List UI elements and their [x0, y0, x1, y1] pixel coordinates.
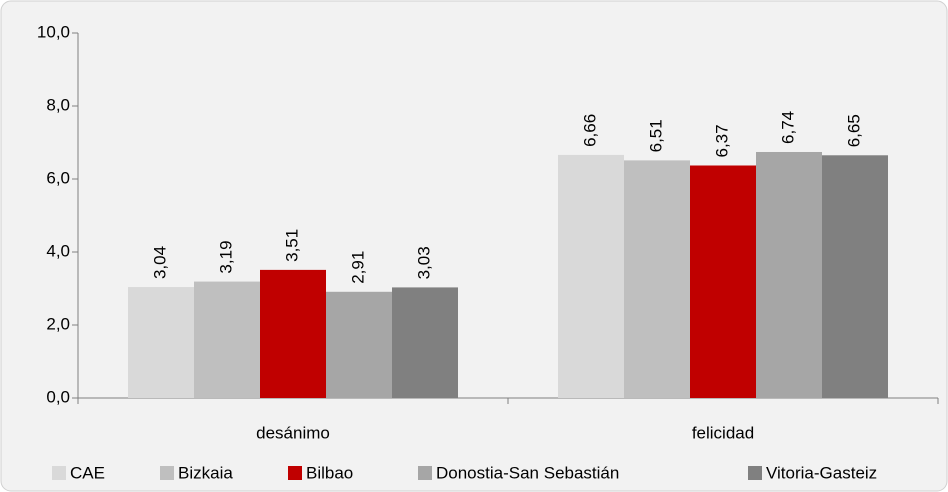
y-tick-label: 6,0 — [46, 168, 70, 187]
data-label: 3,04 — [150, 246, 169, 279]
legend-label: Bilbao — [306, 463, 353, 482]
bar — [194, 281, 260, 398]
data-label: 3,03 — [414, 246, 433, 279]
legend-swatch — [418, 466, 432, 480]
bar — [822, 155, 888, 398]
legend-label: Vitoria-Gasteiz — [766, 463, 877, 482]
bar — [392, 287, 458, 398]
y-tick-label: 4,0 — [46, 241, 70, 260]
bar — [558, 154, 624, 398]
bar — [128, 287, 194, 398]
legend-swatch — [748, 466, 762, 480]
legend-label: CAE — [70, 463, 105, 482]
legend-swatch — [288, 466, 302, 480]
legend-label: Bizkaia — [178, 463, 233, 482]
bar — [624, 160, 690, 398]
y-tick-label: 0,0 — [46, 387, 70, 406]
x-tick-label: desánimo — [256, 423, 330, 442]
bar — [326, 291, 392, 398]
data-label: 2,91 — [348, 251, 367, 284]
legend-swatch — [52, 466, 66, 480]
data-label: 6,66 — [580, 114, 599, 147]
data-label: 6,51 — [646, 119, 665, 152]
bar — [756, 151, 822, 398]
x-tick-label: felicidad — [692, 423, 754, 442]
y-tick-label: 2,0 — [46, 314, 70, 333]
legend-swatch — [160, 466, 174, 480]
data-label: 3,19 — [216, 240, 235, 273]
y-tick-label: 10,0 — [37, 22, 70, 41]
data-label: 6,65 — [844, 114, 863, 147]
data-label: 3,51 — [282, 229, 301, 262]
data-label: 6,74 — [778, 111, 797, 144]
bar — [690, 165, 756, 398]
data-label: 6,37 — [712, 124, 731, 157]
legend-label: Donostia-San Sebastián — [436, 463, 619, 482]
y-tick-label: 8,0 — [46, 95, 70, 114]
bar — [260, 269, 326, 398]
